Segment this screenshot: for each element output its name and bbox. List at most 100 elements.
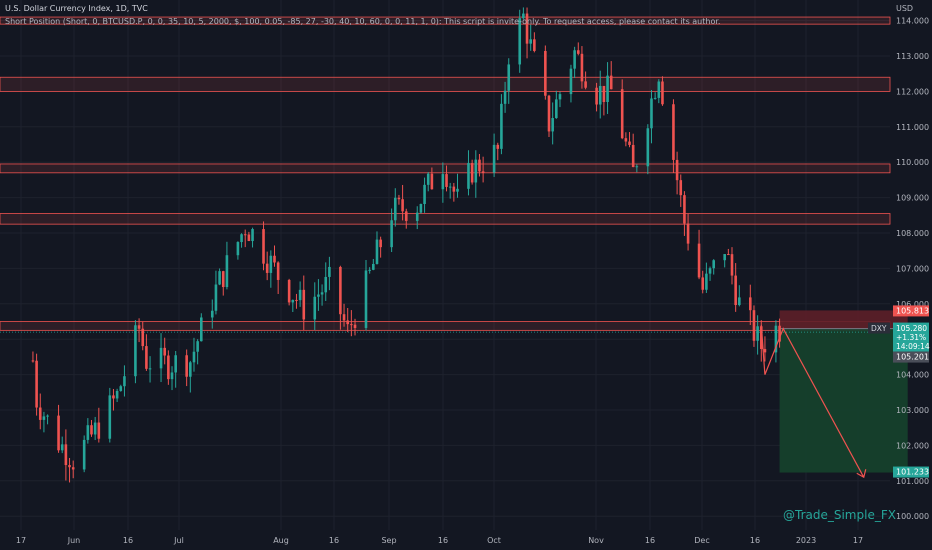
candle-up	[723, 254, 726, 261]
candle-down	[137, 325, 141, 329]
candle-down	[287, 279, 291, 303]
candle-up	[551, 118, 554, 132]
short-position-tool[interactable]	[0, 310, 908, 473]
take-profit-zone[interactable]	[779, 328, 908, 473]
candle-down	[763, 349, 767, 353]
resistance-zone	[0, 76, 891, 92]
candle-up	[123, 376, 126, 387]
candle-down	[470, 163, 474, 183]
candle-up	[236, 242, 240, 256]
candle-down	[68, 465, 71, 468]
candle-up	[189, 362, 192, 377]
resistance-zone	[0, 163, 891, 174]
time-axis[interactable]: 17 Jun 16 Jul Aug 16 Sep 16 Oct Nov 16 Dec 16 2023 17	[16, 536, 863, 545]
candle-down	[697, 243, 701, 278]
candle-down	[752, 310, 756, 341]
candles	[31, 7, 781, 483]
price-tick-label: 114.000	[896, 17, 929, 26]
candle-up	[569, 68, 573, 95]
candle-down	[97, 422, 101, 439]
resistance-zone	[0, 16, 891, 25]
time-tick-label: 16	[750, 536, 760, 545]
axis-currency-label: USD	[896, 4, 913, 13]
reference-price-label-bg	[893, 351, 929, 363]
projection-arrowhead	[856, 469, 867, 479]
candle-down	[141, 328, 145, 347]
time-tick-label: Nov	[588, 536, 604, 545]
price-tick-label: 101.000	[896, 477, 929, 486]
candle-down	[544, 50, 547, 96]
time-tick-label: Sep	[381, 536, 396, 545]
last-price-label: 105.280	[896, 324, 927, 333]
candle-up	[86, 425, 90, 440]
candle-up	[606, 75, 609, 103]
candle-down	[496, 144, 500, 149]
candle-down	[262, 229, 265, 264]
candle-down	[727, 254, 730, 256]
candle-up	[474, 159, 478, 183]
chart-title[interactable]: U.S. Dollar Currency Index, 1D, TVC	[5, 4, 148, 13]
candle-up	[313, 296, 317, 320]
candle-up	[390, 220, 393, 248]
ticker-label: DXY	[871, 324, 887, 333]
candle-up	[518, 18, 522, 65]
candle-down	[243, 234, 247, 236]
candle-up	[646, 128, 650, 167]
price-axis[interactable]: 100.000101.000102.000103.000104.000105.0…	[896, 4, 929, 521]
price-tick-label: 107.000	[896, 264, 929, 273]
candle-down	[478, 159, 481, 172]
candle-up	[159, 347, 163, 369]
candle-down	[38, 407, 42, 420]
candle-up	[196, 341, 199, 352]
candle-down	[547, 95, 551, 132]
candle-down	[595, 87, 598, 105]
candle-up	[500, 103, 503, 149]
candle-down	[683, 195, 686, 224]
candle-down	[679, 180, 683, 196]
candle-down	[576, 50, 580, 54]
candle-down	[624, 138, 628, 142]
time-tick-label: Jul	[173, 536, 184, 545]
candle-up	[251, 229, 254, 242]
candle-down	[31, 360, 35, 362]
candle-down	[661, 81, 664, 105]
candle-down	[265, 263, 269, 273]
price-tick-label: 112.000	[896, 87, 929, 96]
indicator-legend[interactable]: Short Position (Short, 0, BTCUSD.P, 0, 0…	[5, 17, 721, 26]
candle-up	[93, 422, 97, 435]
time-tick-label: Jun	[67, 536, 81, 545]
candle-up	[225, 255, 229, 288]
candle-up	[368, 269, 371, 271]
author-watermark: @Trade_Simple_FX	[783, 508, 896, 522]
candle-down	[481, 171, 485, 173]
candle-down	[525, 13, 529, 44]
candle-up	[46, 415, 49, 417]
candle-down	[609, 75, 613, 90]
candle-up	[291, 299, 295, 303]
candle-down	[247, 234, 251, 242]
candle-up	[448, 186, 452, 188]
candle-down	[734, 275, 737, 306]
candle-up	[192, 351, 196, 363]
time-tick-label: 16	[329, 536, 339, 545]
candle-down	[533, 39, 536, 51]
candle-down	[401, 199, 404, 212]
candle-up	[503, 90, 507, 104]
candle-down	[167, 355, 170, 380]
candle-down	[379, 239, 382, 248]
candle-down	[602, 85, 606, 103]
candle-up	[653, 97, 657, 99]
candle-down	[675, 159, 679, 181]
time-tick-label: 17	[853, 536, 863, 545]
candle-up	[214, 284, 218, 311]
stop-price-label-bg	[893, 305, 929, 317]
target-price-label: 101.233	[896, 468, 929, 477]
grid	[0, 0, 890, 530]
reference-price-label: 105.201	[896, 353, 929, 362]
change-label: +1.31%	[896, 333, 926, 342]
candle-down	[353, 324, 357, 328]
price-tick-label: 103.000	[896, 406, 929, 415]
time-tick-label: 16	[438, 536, 448, 545]
candle-down	[346, 320, 349, 325]
